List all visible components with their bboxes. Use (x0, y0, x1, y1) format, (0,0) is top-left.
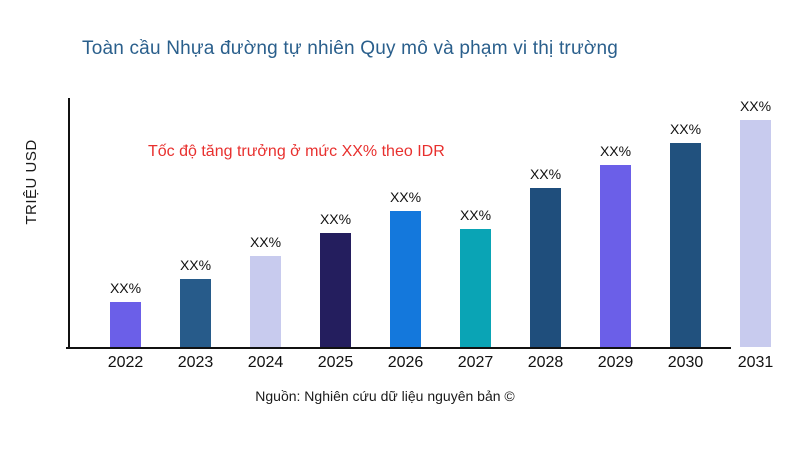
plot-area: XX% 2022 XX% 2023 XX% 2024 XX% 2025 XX% 2026 XX% 20… (70, 98, 790, 371)
bar-value-label-2023: XX% (179, 257, 212, 273)
x-tick-label-2029: 2029 (597, 354, 634, 371)
bar-value-label-2030: XX% (669, 121, 702, 137)
bar-2031 (740, 120, 771, 347)
y-axis-line (68, 98, 70, 349)
bar-2026 (390, 211, 421, 347)
source-footer: Nguồn: Nghiên cứu dữ liệu nguyên bản © (255, 388, 515, 404)
y-axis-label: TRIỆU USD (23, 139, 40, 225)
x-tick-label-2031: 2031 (737, 354, 774, 371)
bar-2022 (110, 302, 141, 347)
bar-value-label-2026: XX% (389, 189, 422, 205)
x-tick-label-2028: 2028 (527, 354, 564, 371)
bar-value-label-2025: XX% (319, 211, 352, 227)
bar-2028 (530, 188, 561, 347)
x-tick-label-2024: 2024 (247, 354, 284, 371)
bar-value-label-2029: XX% (599, 143, 632, 159)
bar-2030 (670, 143, 701, 347)
x-axis-line (66, 347, 731, 349)
bar-2024 (250, 256, 281, 347)
bar-2027 (460, 229, 491, 347)
x-tick-label-2022: 2022 (107, 354, 144, 371)
chart-title: Toàn cầu Nhựa đường tự nhiên Quy mô và p… (82, 38, 619, 59)
bar-value-label-2022: XX% (109, 280, 142, 296)
bar-2025 (320, 233, 351, 347)
bar-value-label-2028: XX% (529, 166, 562, 182)
x-tick-label-2030: 2030 (667, 354, 704, 371)
bar-value-label-2031: XX% (739, 98, 772, 114)
x-tick-label-2027: 2027 (457, 354, 494, 371)
bar-value-label-2027: XX% (459, 207, 492, 223)
growth-rate-annotation: Tốc độ tăng trưởng ở mức XX% theo IDR (148, 143, 445, 160)
x-tick-label-2026: 2026 (387, 354, 424, 371)
bar-2029 (600, 165, 631, 347)
bar-value-label-2024: XX% (249, 234, 282, 250)
bar-2023 (180, 279, 211, 347)
x-tick-label-2023: 2023 (177, 354, 214, 371)
x-tick-label-2025: 2025 (317, 354, 354, 371)
